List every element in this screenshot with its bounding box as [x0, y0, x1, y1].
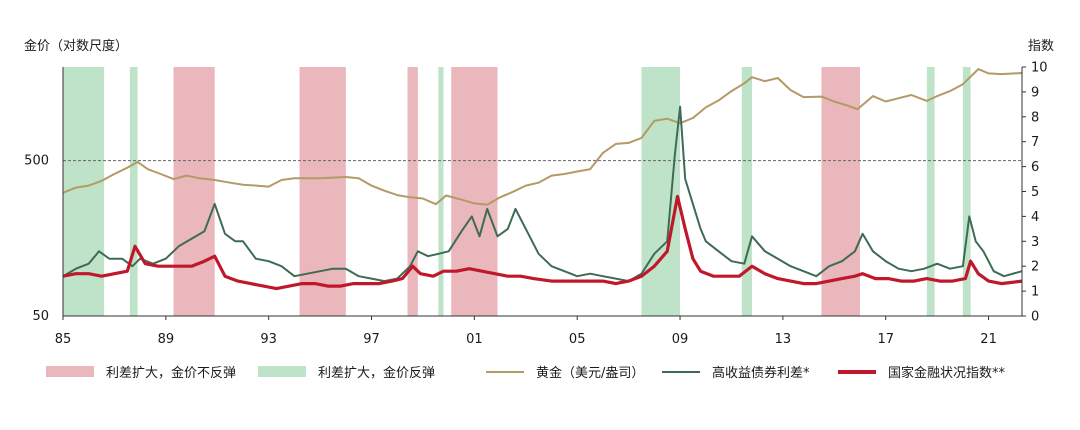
band-red-4: [407, 67, 418, 316]
right-tick-label: 1: [1031, 285, 1039, 300]
band-green-5: [438, 67, 444, 316]
series-line-fci: [62, 194, 1023, 291]
x-tick-label: 93: [260, 332, 277, 347]
band-red-6: [451, 67, 498, 316]
x-tick-label: 85: [55, 332, 72, 347]
band-red-2: [173, 67, 215, 316]
left-tick-label: 50: [32, 309, 49, 324]
legend-item-green-band: 利差扩大，金价反弹: [258, 362, 435, 381]
right-tick-label: 5: [1031, 185, 1039, 200]
x-tick-label: 97: [363, 332, 380, 347]
legend-swatch-gold: [486, 370, 524, 373]
x-tick-label: 17: [877, 332, 894, 347]
right-tick-label: 2: [1031, 260, 1039, 275]
band-green-10: [926, 67, 935, 316]
legend-swatch-hy: [662, 370, 700, 373]
legend-swatch-fci: [838, 369, 876, 374]
right-tick-label: 4: [1031, 210, 1039, 225]
x-tick-label: 01: [466, 332, 483, 347]
series-line-high-yield-spread: [62, 105, 1023, 283]
legend-item-gold: 黄金（美元/盎司）: [486, 362, 644, 381]
legend-label-green-band: 利差扩大，金价反弹: [318, 366, 436, 381]
x-tick-label: 05: [569, 332, 586, 347]
right-tick-label: 9: [1031, 85, 1039, 100]
right-tick-label: 7: [1031, 135, 1039, 150]
right-tick-label: 6: [1031, 160, 1039, 175]
band-green-1: [129, 67, 138, 316]
left-tick-label: 500: [24, 154, 49, 169]
series-lines: [62, 68, 1023, 291]
x-tick-label: 09: [672, 332, 689, 347]
band-green-7: [641, 67, 681, 316]
legend-label-hy: 高收益债券利差*: [712, 366, 810, 381]
band-green-8: [741, 67, 753, 316]
legend-item-hy: 高收益债券利差*: [662, 362, 810, 381]
legend-item-red-band: 利差扩大，金价不反弹: [46, 362, 236, 381]
x-tick-label: 21: [980, 332, 997, 347]
x-tick-label: 13: [775, 332, 792, 347]
legend-swatch-green-band: [258, 366, 306, 377]
right-tick-label: 10: [1031, 61, 1048, 76]
legend-item-fci: 国家金融状况指数**: [838, 362, 1005, 381]
shaded-bands: [63, 67, 971, 316]
right-tick-label: 3: [1031, 235, 1039, 250]
band-red-3: [299, 67, 346, 316]
band-green-11: [962, 67, 971, 316]
legend-label-fci: 国家金融状况指数**: [888, 366, 1006, 381]
x-tick-label: 89: [158, 332, 175, 347]
series-line-gold: [62, 68, 1023, 206]
left-axis-title: 金价（对数尺度）: [24, 39, 129, 54]
legend-label-gold: 黄金（美元/盎司）: [536, 366, 645, 381]
right-axis-title: 指数: [1028, 39, 1055, 54]
legend-swatch-red-band: [46, 366, 94, 377]
right-tick-label: 0: [1031, 310, 1039, 325]
legend-label-red-band: 利差扩大，金价不反弹: [106, 366, 237, 381]
band-green-0: [63, 67, 105, 316]
legend: 利差扩大，金价不反弹 利差扩大，金价反弹 黄金（美元/盎司） 高收益债券利差* …: [0, 362, 1080, 386]
right-tick-label: 8: [1031, 110, 1039, 125]
